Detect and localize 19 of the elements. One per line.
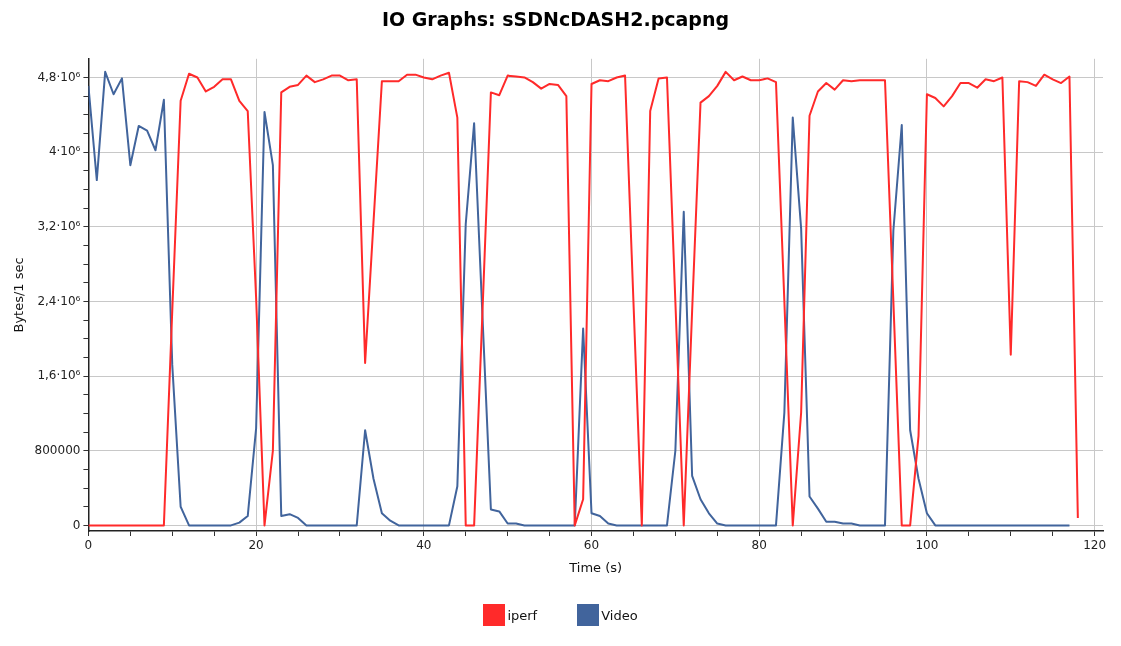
legend-label: iperf [507,607,538,623]
x-tick-label: 80 [751,538,767,553]
x-tick-label: 120 [1083,538,1107,553]
x-tick-label: 40 [416,538,432,553]
x-tick-label: 20 [248,538,264,553]
x-tick-label: 60 [583,538,600,553]
y-tick-label: 1,6·10⁶ [37,368,81,383]
legend-label: Video [601,607,638,623]
x-tick-label: 0 [84,538,93,553]
y-tick-label: 800000 [34,442,81,457]
chart-title: IO Graphs: sSDNcDASH2.pcapng [381,8,730,31]
y-axis-title: Bytes/1 sec [11,257,27,333]
y-tick-label: 4·10⁶ [48,144,81,159]
x-tick-label: 100 [915,538,939,553]
x-axis-title: Time (s) [568,559,623,575]
y-tick-label: 2,4·10⁶ [37,293,81,308]
y-tick-label: 4,8·10⁶ [37,69,81,84]
y-tick-label: 0 [72,517,81,532]
y-tick-label: 3,2·10⁶ [37,218,81,233]
